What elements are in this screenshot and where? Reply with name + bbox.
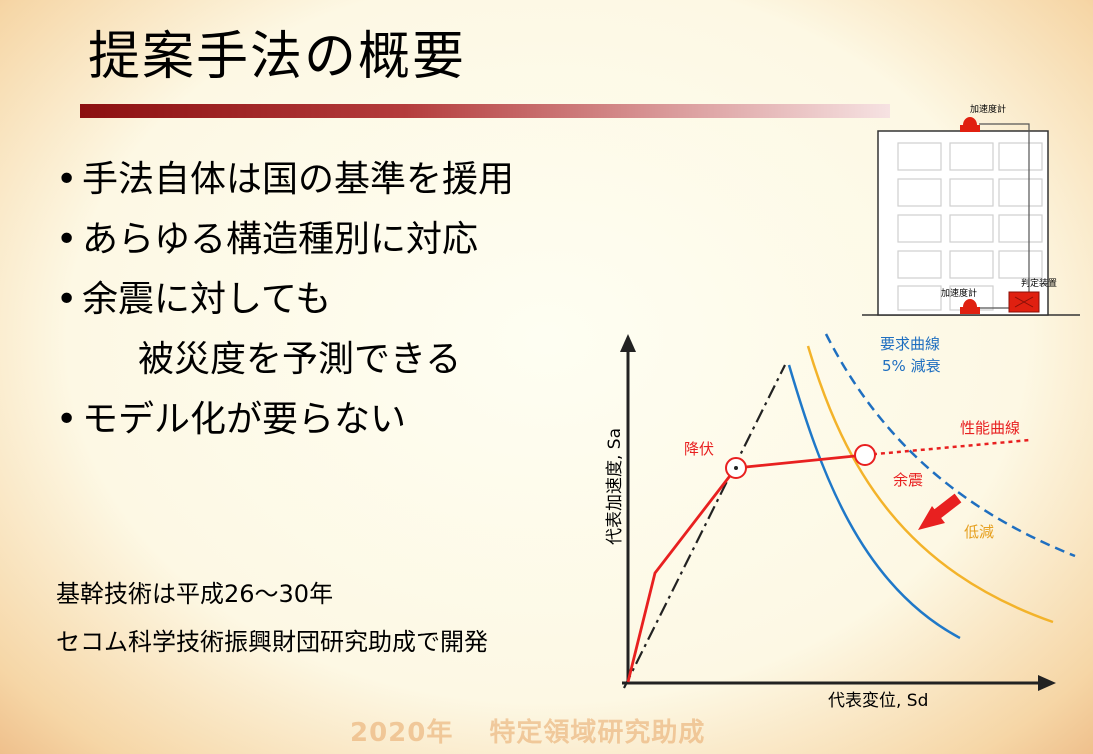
bullet-text: 余震に対しても [82,279,332,320]
demand-curve-orange [806,345,1054,624]
footer-watermark: 2020年 特定領域研究助成 [350,712,705,749]
note-funding: セコム科学技術振興財団研究助成で開発 [56,628,488,656]
window [897,142,942,171]
window [897,250,942,279]
top-sensor-label: 加速度計 [970,103,1006,115]
bottom-sensor-label: 加速度計 [941,287,977,299]
aftershock-point-marker [854,444,876,466]
bullet-dot: • [56,159,78,200]
bullet-dot: • [56,219,78,260]
bullet-text: あらゆる構造種別に対応 [82,219,479,260]
aftershock-label: 余震 [893,471,923,489]
bullet-dot: • [56,279,78,320]
device-mark [1014,296,1034,308]
bullet-text: 手法自体は国の基準を援用 [82,159,515,200]
footer-year: 2020年 [350,718,454,748]
x-axis-label: 代表変位, Sd [828,691,928,711]
demand-label-line1: 要求曲線 [880,335,940,353]
demand-curve-blue [787,364,961,640]
note-development-period: 基幹技術は平成26〜30年 [56,580,334,608]
reduction-arrow-icon [918,493,962,530]
building-windows [897,142,1043,311]
sensor-cable [979,123,1030,300]
bullet-item: • あらゆる構造種別に対応 [56,210,514,270]
accelerometer-bottom-icon [960,299,980,314]
window [897,285,942,311]
window [998,250,1043,279]
judgment-device-icon [1008,291,1040,313]
capacity-label: 性能曲線 [960,419,1020,437]
window [949,214,994,243]
window [998,214,1043,243]
bullet-continuation: 被災度を予測できる [56,330,514,390]
window [949,178,994,207]
sensor-dome [963,299,977,307]
bullet-dot: • [56,399,78,440]
window [897,178,942,207]
bullet-text: 被災度を予測できる [138,339,462,380]
accelerometer-top-icon [960,117,980,132]
slide-title: 提案手法の概要 [88,27,467,87]
sensor-base [960,125,980,132]
sensor-dome [963,117,977,125]
bullet-item: • 余震に対しても [56,270,514,330]
window [998,142,1043,171]
initial-stiffness-line [623,364,786,689]
capacity-curve [626,453,866,683]
window [897,214,942,243]
demand-label-line2: 5% 減衰 [882,357,941,375]
window [998,178,1043,207]
arrow-head [918,506,945,530]
sensor-base [960,307,980,314]
bullet-text: モデル化が要らない [82,399,407,440]
device-body [1008,291,1040,313]
window [949,142,994,171]
arrow-shaft [932,493,962,520]
capacity-curve-extension [864,438,1031,457]
yield-label: 降伏 [684,440,714,458]
window [949,250,994,279]
title-underline [80,104,890,118]
window [949,285,994,311]
x-axis-arrow [1038,675,1056,691]
reduction-label: 低減 [964,523,994,541]
yield-point-marker [725,457,747,479]
bullet-list: • 手法自体は国の基準を援用 • あらゆる構造種別に対応 • 余震に対しても 被災度を… [56,150,514,450]
footer-text: 特定領域研究助成 [489,718,706,748]
demand-curve-dashed [824,333,1076,558]
building-outline [877,130,1049,316]
yield-point-dot [734,466,738,470]
bullet-item: • モデル化が要らない [56,390,514,450]
bullet-item: • 手法自体は国の基準を援用 [56,150,514,210]
y-axis-arrow [620,334,636,352]
device-label: 判定装置 [1021,277,1057,289]
y-axis-label: 代表加速度, Sa [605,428,625,545]
